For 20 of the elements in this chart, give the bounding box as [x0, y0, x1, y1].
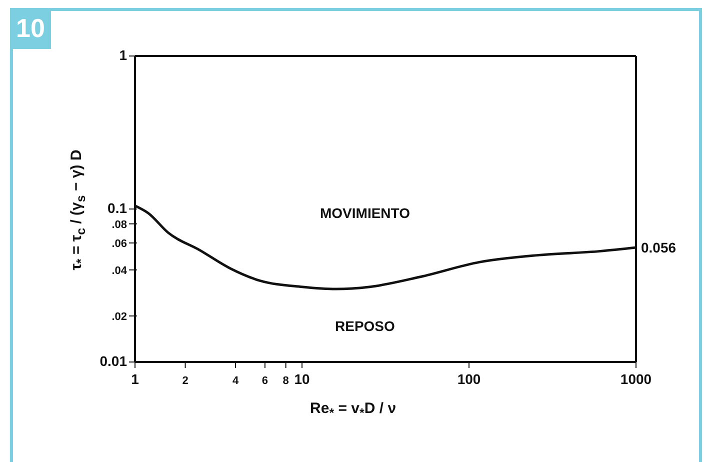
y-tick-label: .04 [112, 264, 128, 277]
y-tick-label: .02 [112, 310, 127, 323]
annotation: 0.056 [641, 239, 676, 256]
x-axis-title: Re$_{*}$ = v$_{*}$D / ν [310, 400, 396, 420]
y-tick-label: .06 [112, 238, 127, 250]
x-tick-label: 2 [182, 375, 188, 387]
y-tick-label: 0.01 [100, 353, 128, 369]
x-tick-label: 6 [262, 375, 268, 387]
x-tick-label: 1 [131, 371, 140, 387]
y-tick-label: 1 [119, 47, 128, 63]
annotation: MOVIMIENTO [320, 205, 410, 221]
x-tick-label: 100 [457, 371, 481, 387]
x-tick-label: 4 [232, 375, 240, 387]
y-tick-label: .08 [112, 218, 127, 231]
x-tick-label: 10 [294, 371, 310, 387]
annotation: REPOSO [335, 318, 395, 334]
y-tick-label: 0.1 [108, 200, 128, 216]
x-tick-label: 8 [282, 375, 289, 387]
chart-title: 10 [10, 8, 51, 49]
x-tick-label: 1000 [620, 371, 652, 387]
